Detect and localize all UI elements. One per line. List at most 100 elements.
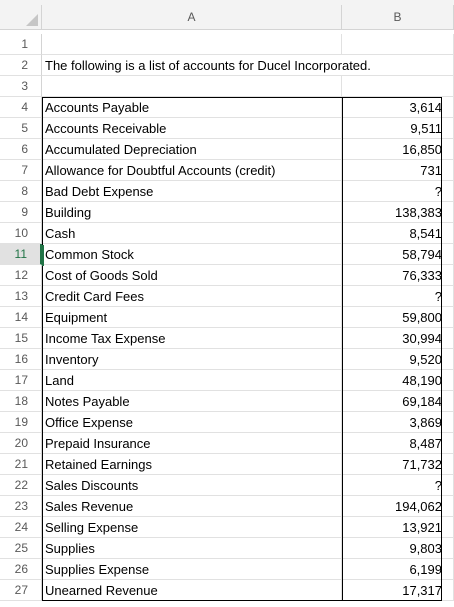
empty-cell[interactable] — [42, 34, 342, 55]
account-value-cell[interactable]: 9,803 — [342, 538, 454, 559]
row-header[interactable]: 3 — [0, 76, 42, 97]
table-row: Equipment 59,800 — [42, 307, 454, 328]
row-header[interactable]: 1 — [0, 34, 42, 55]
account-value-cell[interactable]: ? — [342, 475, 454, 496]
account-name-cell[interactable]: Allowance for Doubtful Accounts (credit) — [42, 160, 342, 181]
account-value-cell[interactable]: 8,541 — [342, 223, 454, 244]
account-name-cell[interactable]: Accumulated Depreciation — [42, 139, 342, 160]
column-header-b[interactable]: B — [342, 5, 454, 30]
table-row: The following is a list of accounts for … — [42, 55, 454, 76]
row-header[interactable]: 21 — [0, 454, 42, 475]
account-name-cell[interactable]: Credit Card Fees — [42, 286, 342, 307]
row-header[interactable]: 20 — [0, 433, 42, 454]
select-all-button[interactable] — [0, 5, 42, 30]
account-value-cell[interactable]: 59,800 — [342, 307, 454, 328]
account-value-cell[interactable]: 48,190 — [342, 370, 454, 391]
table-row: Allowance for Doubtful Accounts (credit)… — [42, 160, 454, 181]
value-cell[interactable] — [342, 55, 454, 76]
account-name-cell[interactable]: Sales Discounts — [42, 475, 342, 496]
account-name-cell[interactable]: Selling Expense — [42, 517, 342, 538]
account-value-cell[interactable]: 13,921 — [342, 517, 454, 538]
row-header[interactable]: 13 — [0, 286, 42, 307]
row-header[interactable]: 5 — [0, 118, 42, 139]
account-name-cell[interactable]: Equipment — [42, 307, 342, 328]
row-header[interactable]: 25 — [0, 538, 42, 559]
row-header[interactable]: 27 — [0, 580, 42, 601]
account-value-cell[interactable]: 9,511 — [342, 118, 454, 139]
row-header[interactable]: 19 — [0, 412, 42, 433]
account-name-cell[interactable]: Notes Payable — [42, 391, 342, 412]
account-name-cell[interactable]: Supplies Expense — [42, 559, 342, 580]
account-value-cell[interactable]: 731 — [342, 160, 454, 181]
account-name-cell[interactable]: Accounts Receivable — [42, 118, 342, 139]
account-name-cell[interactable]: Unearned Revenue — [42, 580, 342, 601]
table-row — [42, 76, 454, 97]
account-name-cell[interactable]: Common Stock — [42, 244, 342, 265]
account-value-cell[interactable]: ? — [342, 286, 454, 307]
account-value-cell[interactable]: 16,850 — [342, 139, 454, 160]
empty-cell[interactable] — [342, 34, 454, 55]
row-header[interactable]: 26 — [0, 559, 42, 580]
account-name-cell[interactable]: Accounts Payable — [42, 97, 342, 118]
account-value-cell[interactable]: 6,199 — [342, 559, 454, 580]
row-header[interactable]: 12 — [0, 265, 42, 286]
row-header[interactable]: 7 — [0, 160, 42, 181]
row-header[interactable]: 16 — [0, 349, 42, 370]
table-row: Land 48,190 — [42, 370, 454, 391]
row-header[interactable]: 22 — [0, 475, 42, 496]
account-value-cell[interactable]: 30,994 — [342, 328, 454, 349]
row-header[interactable]: 2 — [0, 55, 42, 76]
row-header[interactable]: 23 — [0, 496, 42, 517]
account-name-cell[interactable]: Prepaid Insurance — [42, 433, 342, 454]
account-name-cell[interactable]: Supplies — [42, 538, 342, 559]
column-header-a[interactable]: A — [42, 5, 342, 30]
account-name-cell[interactable]: Income Tax Expense — [42, 328, 342, 349]
account-value-cell[interactable]: 8,487 — [342, 433, 454, 454]
row-header[interactable]: 6 — [0, 139, 42, 160]
row-header[interactable]: 11 — [0, 244, 42, 265]
account-value-cell[interactable]: 17,317 — [342, 580, 454, 601]
title-cell[interactable]: The following is a list of accounts for … — [42, 55, 371, 76]
account-value-cell[interactable]: 194,062 — [342, 496, 454, 517]
table-row: Credit Card Fees? — [42, 286, 454, 307]
account-name-cell[interactable]: Building — [42, 202, 342, 223]
account-value-cell[interactable]: 3,614 — [342, 97, 454, 118]
row-header[interactable]: 9 — [0, 202, 42, 223]
table-row: Cost of Goods Sold 76,333 — [42, 265, 454, 286]
row-header[interactable]: 4 — [0, 97, 42, 118]
account-name-cell[interactable]: Land — [42, 370, 342, 391]
account-value-cell[interactable]: ? — [342, 181, 454, 202]
account-value-cell[interactable]: 9,520 — [342, 349, 454, 370]
account-name-cell[interactable]: Inventory — [42, 349, 342, 370]
row-header[interactable]: 14 — [0, 307, 42, 328]
account-name-cell[interactable]: Bad Debt Expense — [42, 181, 342, 202]
empty-cell[interactable] — [42, 76, 342, 97]
table-row: Cash 8,541 — [42, 223, 454, 244]
row-header[interactable]: 17 — [0, 370, 42, 391]
account-name-cell[interactable]: Cost of Goods Sold — [42, 265, 342, 286]
account-value-cell[interactable]: 69,184 — [342, 391, 454, 412]
account-name-cell[interactable]: Cash — [42, 223, 342, 244]
row-header[interactable]: 15 — [0, 328, 42, 349]
table-row: Bad Debt Expense? — [42, 181, 454, 202]
account-value-cell[interactable]: 58,794 — [342, 244, 454, 265]
row-header[interactable]: 24 — [0, 517, 42, 538]
account-value-cell[interactable]: 76,333 — [342, 265, 454, 286]
table-row: Unearned Revenue 17,317 — [42, 580, 454, 601]
account-name-cell[interactable]: Sales Revenue — [42, 496, 342, 517]
empty-cell[interactable] — [342, 76, 454, 97]
row-header[interactable]: 18 — [0, 391, 42, 412]
select-all-triangle-icon — [26, 14, 38, 26]
account-value-cell[interactable]: 138,383 — [342, 202, 454, 223]
account-name-cell[interactable]: Retained Earnings — [42, 454, 342, 475]
row-header[interactable]: 10 — [0, 223, 42, 244]
toolbar-edge — [0, 0, 454, 5]
account-name-cell[interactable]: Office Expense — [42, 412, 342, 433]
table-row: Notes Payable 69,184 — [42, 391, 454, 412]
table-row: Selling Expense 13,921 — [42, 517, 454, 538]
account-value-cell[interactable]: 3,869 — [342, 412, 454, 433]
account-value-cell[interactable]: 71,732 — [342, 454, 454, 475]
table-row: Sales Revenue 194,062 — [42, 496, 454, 517]
row-header[interactable]: 8 — [0, 181, 42, 202]
